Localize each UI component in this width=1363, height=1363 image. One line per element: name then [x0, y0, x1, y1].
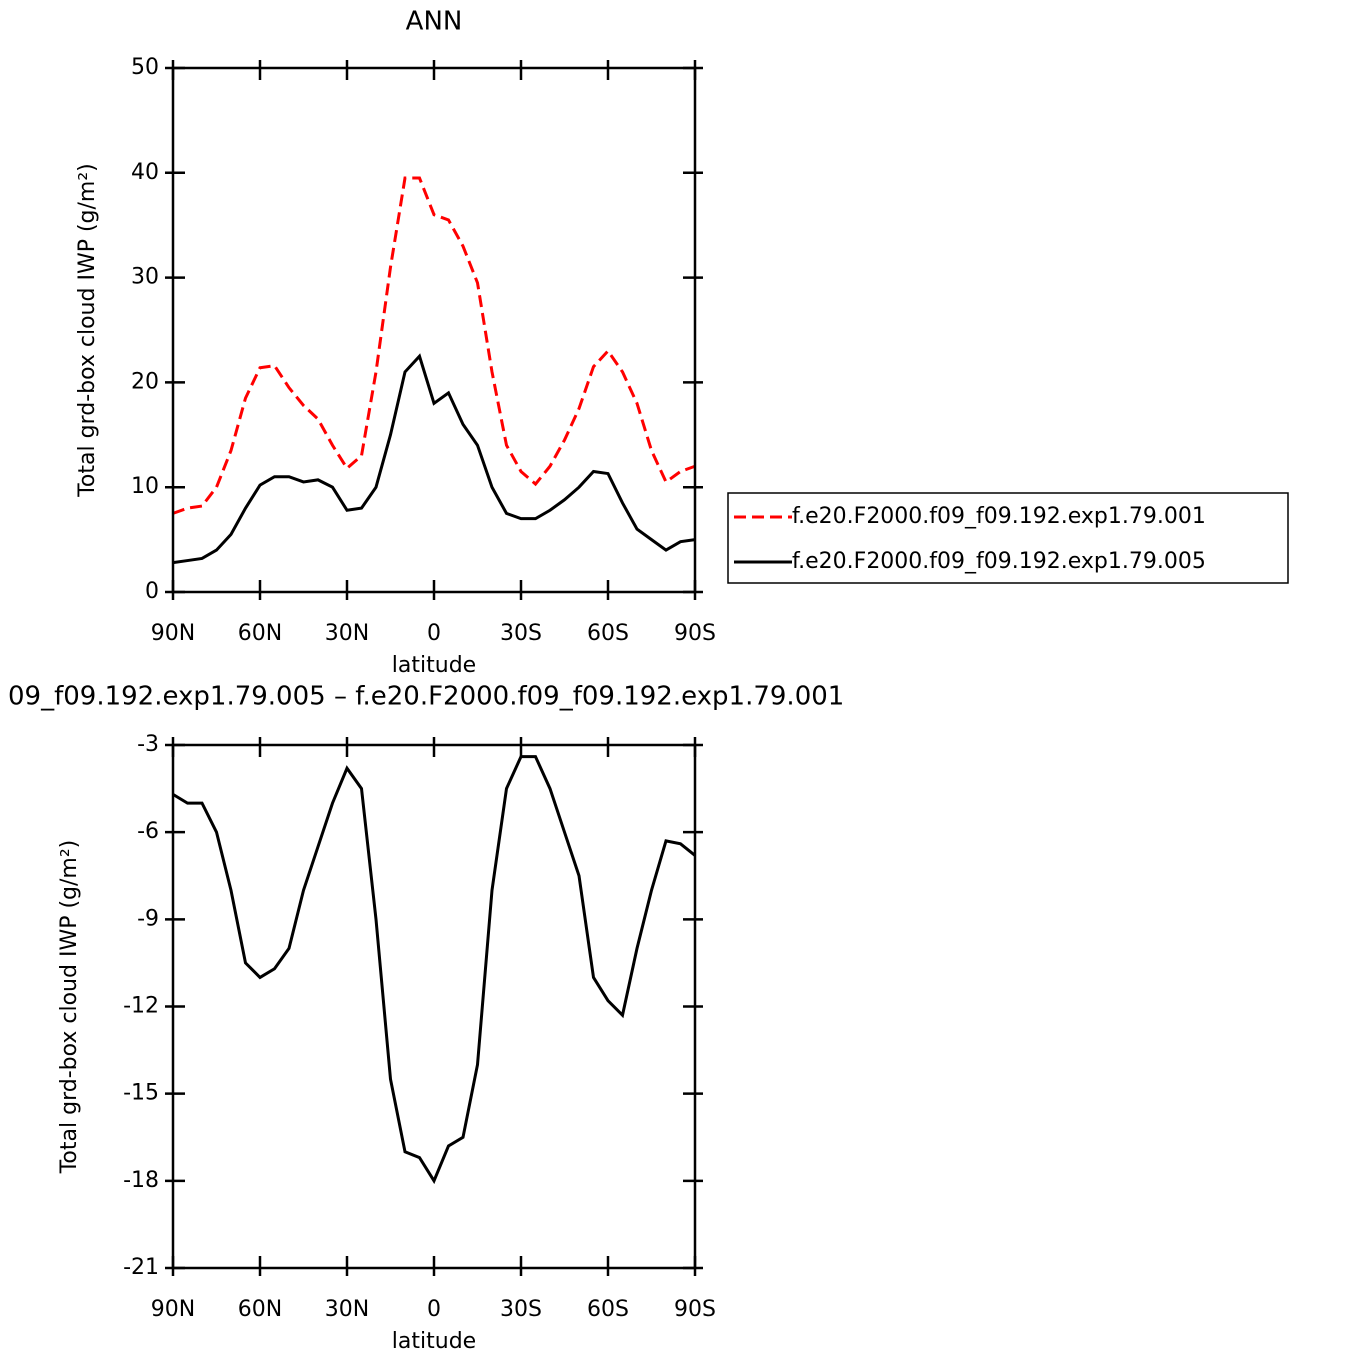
y-tick-label: 40 [131, 160, 159, 185]
x-tick-label: 0 [427, 1297, 441, 1322]
y-tick-label: -12 [123, 994, 159, 1019]
series-line [172, 176, 696, 515]
series-line [172, 353, 696, 565]
legend-label: f.e20.F2000.f09_f09.192.exp1.79.005 [792, 549, 1206, 574]
y-tick-label: 20 [131, 369, 159, 394]
series-line [172, 755, 696, 1185]
y-tick-label: 50 [131, 55, 159, 80]
plot-frame [171, 66, 697, 594]
plot-frame [171, 743, 697, 1270]
chart-title: 09_f09.192.exp1.79.005 – f.e20.F2000.f09… [8, 682, 844, 712]
x-tick-label: 60N [238, 621, 282, 646]
y-tick-label: 10 [131, 474, 159, 499]
y-tick-label: 30 [131, 265, 159, 290]
y-tick-label: -3 [137, 732, 159, 757]
x-tick-label: 90N [151, 1297, 195, 1322]
y-tick-label: -9 [137, 906, 159, 931]
x-tick-label: 90N [151, 621, 195, 646]
y-axis-label: Total grd-box cloud IWP (g/m²) [57, 840, 82, 1175]
x-axis-label: latitude [392, 653, 476, 678]
legend-box [727, 492, 1289, 584]
y-tick-label: -21 [123, 1255, 159, 1280]
x-tick-label: 0 [427, 621, 441, 646]
y-axis-label: Total grd-box cloud IWP (g/m²) [75, 163, 100, 498]
y-tick-label: -6 [137, 819, 159, 844]
legend-label: f.e20.F2000.f09_f09.192.exp1.79.001 [792, 504, 1206, 529]
y-tick-label: 0 [145, 579, 159, 604]
x-tick-label: 60S [587, 1297, 629, 1322]
x-axis-label: latitude [392, 1329, 476, 1354]
x-tick-label: 30S [500, 621, 542, 646]
x-tick-label: 30N [325, 621, 369, 646]
x-tick-label: 30S [500, 1297, 542, 1322]
y-tick-label: -15 [123, 1081, 159, 1106]
x-tick-label: 30N [325, 1297, 369, 1322]
x-tick-label: 90S [674, 621, 716, 646]
x-tick-label: 90S [674, 1297, 716, 1322]
chart-title: ANN [406, 7, 463, 37]
x-tick-label: 60S [587, 621, 629, 646]
x-tick-label: 60N [238, 1297, 282, 1322]
y-tick-label: -18 [123, 1168, 159, 1193]
